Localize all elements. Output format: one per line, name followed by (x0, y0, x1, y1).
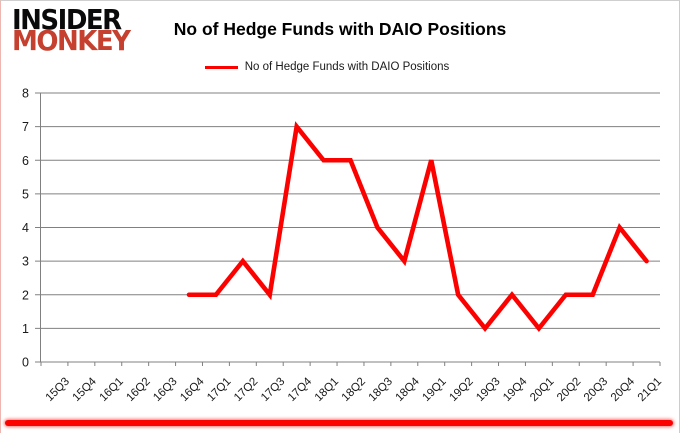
svg-text:21Q1: 21Q1 (636, 376, 664, 404)
svg-text:16Q4: 16Q4 (178, 375, 207, 404)
svg-text:17Q3: 17Q3 (259, 376, 287, 404)
svg-text:18Q3: 18Q3 (367, 376, 395, 404)
svg-text:16Q2: 16Q2 (124, 376, 152, 404)
svg-text:18Q1: 18Q1 (313, 376, 341, 404)
svg-text:15Q3: 15Q3 (44, 376, 72, 404)
svg-text:20Q3: 20Q3 (582, 376, 610, 404)
svg-text:17Q1: 17Q1 (205, 376, 233, 404)
svg-text:16Q3: 16Q3 (151, 376, 179, 404)
svg-text:20Q2: 20Q2 (555, 376, 583, 404)
logo-text-monkey: MONKEY (12, 25, 131, 58)
svg-text:0: 0 (22, 356, 29, 370)
svg-text:20Q4: 20Q4 (609, 375, 638, 404)
svg-text:6: 6 (22, 154, 29, 168)
svg-text:19Q3: 19Q3 (474, 376, 502, 404)
svg-text:5: 5 (22, 187, 29, 201)
logo-text-insider: INSIDER (12, 4, 122, 37)
svg-text:18Q4: 18Q4 (394, 375, 423, 404)
svg-text:2: 2 (22, 288, 29, 302)
svg-text:19Q2: 19Q2 (447, 376, 475, 404)
legend: No of Hedge Funds with DAIO Positions (1, 59, 653, 75)
svg-text:15Q4: 15Q4 (71, 375, 100, 404)
insider-monkey-logo: INSIDER MONKEY (12, 4, 131, 58)
svg-text:19Q4: 19Q4 (501, 375, 530, 404)
svg-text:17Q2: 17Q2 (232, 376, 260, 404)
svg-text:3: 3 (22, 255, 29, 269)
svg-text:19Q1: 19Q1 (420, 376, 448, 404)
chart-title: No of Hedge Funds with DAIO Positions (173, 19, 507, 39)
svg-text:8: 8 (22, 87, 29, 101)
svg-text:7: 7 (22, 120, 29, 134)
legend-label: No of Hedge Funds with DAIO Positions (244, 61, 450, 73)
svg-text:1: 1 (22, 322, 29, 336)
bottom-red-border (5, 420, 673, 426)
svg-text:20Q1: 20Q1 (528, 376, 556, 404)
svg-text:16Q1: 16Q1 (97, 376, 125, 404)
svg-text:4: 4 (22, 221, 29, 235)
legend-line-marker (204, 65, 238, 69)
svg-text:18Q2: 18Q2 (340, 376, 368, 404)
svg-text:17Q4: 17Q4 (286, 375, 315, 404)
